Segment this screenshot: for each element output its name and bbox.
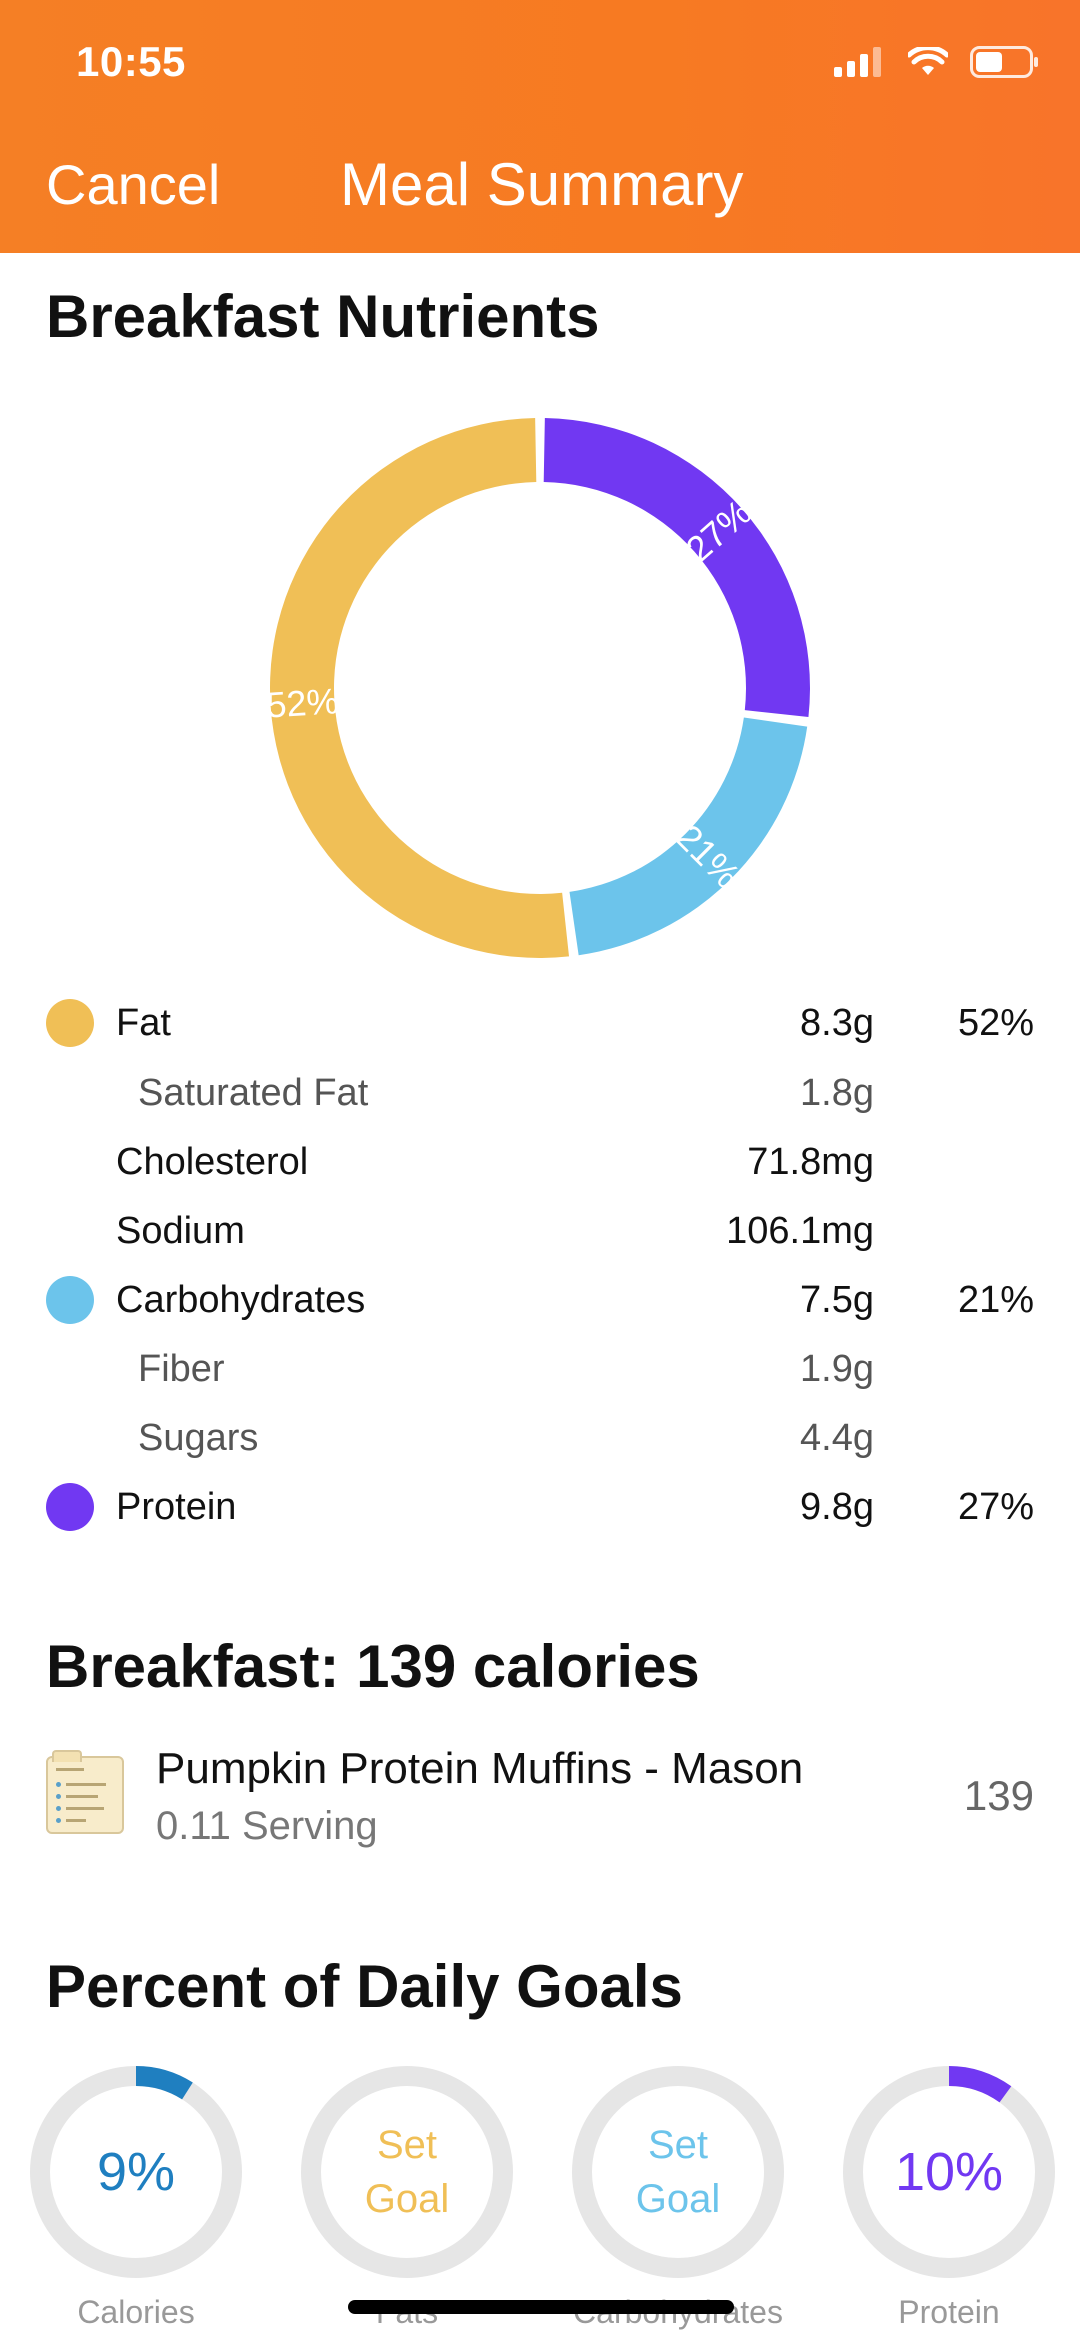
food-list-item[interactable]: Pumpkin Protein Muffins - Mason 0.11 Ser… <box>0 1728 1080 1868</box>
nutrient-name: Sodium <box>116 1210 245 1252</box>
nutrient-row: Fiber 1.9g <box>0 1336 1080 1406</box>
donut-slice-fat <box>269 418 570 959</box>
food-name: Pumpkin Protein Muffins - Mason <box>156 1744 804 1793</box>
legend-dot <box>46 999 94 1047</box>
goal-value: Set Goal <box>568 2062 788 2282</box>
nutrient-amount: 106.1mg <box>726 1210 874 1252</box>
food-serving: 0.11 Serving <box>156 1804 378 1848</box>
goal-value: 10% <box>839 2062 1059 2282</box>
nutrient-name: Sugars <box>138 1417 259 1459</box>
header-bar: 10:55 Cancel Meal Summary <box>0 0 1080 253</box>
nutrient-row: Cholesterol 71.8mg <box>0 1129 1080 1199</box>
nutrient-name: Fat <box>116 1002 171 1044</box>
status-icons <box>834 44 1040 84</box>
nutrient-amount: 7.5g <box>800 1279 874 1321</box>
nutrient-amount: 71.8mg <box>747 1141 874 1183</box>
nutrients-section-title: Breakfast Nutrients <box>46 283 600 350</box>
goal-value: 9% <box>26 2062 246 2282</box>
nutrient-name: Cholesterol <box>116 1141 309 1183</box>
goal-ring-progress <box>135 2066 193 2100</box>
nutrient-row: Sodium 106.1mg <box>0 1198 1080 1268</box>
goal-ring-protein[interactable]: 10% <box>839 2062 1059 2282</box>
nutrient-amount: 8.3g <box>800 1002 874 1044</box>
goal-value-line2: Goal <box>635 2177 721 2221</box>
nutrient-amount: 1.8g <box>800 1072 874 1114</box>
goal-ring-carbohydrates[interactable]: Set Goal <box>568 2062 788 2282</box>
goals-section-title: Percent of Daily Goals <box>46 1953 683 2020</box>
goal-ring-progress <box>948 2066 1012 2103</box>
goal-label: Protein <box>898 2294 1000 2330</box>
nutrient-amount: 1.9g <box>800 1348 874 1390</box>
nutrient-percent: 52% <box>957 1002 1034 1044</box>
battery-icon <box>970 45 1040 83</box>
nutrient-name: Protein <box>116 1486 237 1528</box>
nutrient-amount: 9.8g <box>800 1486 874 1528</box>
meal-section-title: Breakfast: 139 calories <box>46 1633 700 1700</box>
nutrient-percent: 21% <box>957 1279 1034 1321</box>
legend-dot <box>46 1483 94 1531</box>
nutrient-row: Fat 8.3g 52% <box>0 990 1080 1060</box>
goal-value-line1: Set <box>376 2123 438 2167</box>
legend-dot <box>46 1276 94 1324</box>
page-title: Meal Summary <box>340 151 744 218</box>
donut-label-fat: 52% <box>270 680 340 725</box>
nutrient-donut-chart: 27% 21% 52% <box>265 418 810 959</box>
nutrient-row: Sugars 4.4g <box>0 1405 1080 1475</box>
goal-value-line2: Goal <box>364 2177 450 2221</box>
nutrient-name: Saturated Fat <box>138 1072 369 1114</box>
goal-label: Calories <box>77 2294 195 2330</box>
signal-icon <box>834 46 886 82</box>
nutrient-row: Protein 9.8g 27% <box>0 1474 1080 1544</box>
recipe-card-icon <box>46 1750 124 1834</box>
nutrient-name: Fiber <box>138 1348 225 1390</box>
goal-ring-calories[interactable]: 9% <box>26 2062 246 2282</box>
goal-value: Set Goal <box>297 2062 517 2282</box>
goal-value-line1: Set <box>647 2123 709 2167</box>
goal-ring-fats[interactable]: Set Goal <box>297 2062 517 2282</box>
nutrient-row: Carbohydrates 7.5g 21% <box>0 1267 1080 1337</box>
cancel-button[interactable]: Cancel <box>46 153 221 216</box>
donut-svg: 27%21%52% <box>265 418 810 959</box>
nutrient-amount: 4.4g <box>800 1417 874 1459</box>
nutrient-row: Saturated Fat 1.8g <box>0 1060 1080 1130</box>
food-calories: 139 <box>963 1772 1034 1819</box>
wifi-icon <box>906 44 950 82</box>
goal-value-line1: 10% <box>894 2142 1004 2202</box>
goal-ring-track <box>301 2066 513 2278</box>
donut-slice-carbohydrates <box>569 717 808 956</box>
nutrient-percent: 27% <box>957 1486 1034 1528</box>
goal-ring-track <box>572 2066 784 2278</box>
home-indicator <box>348 2300 734 2314</box>
status-time: 10:55 <box>76 38 186 85</box>
goal-value-line1: 9% <box>96 2142 176 2202</box>
nutrient-name: Carbohydrates <box>116 1279 366 1321</box>
donut-slice-protein <box>543 418 810 718</box>
